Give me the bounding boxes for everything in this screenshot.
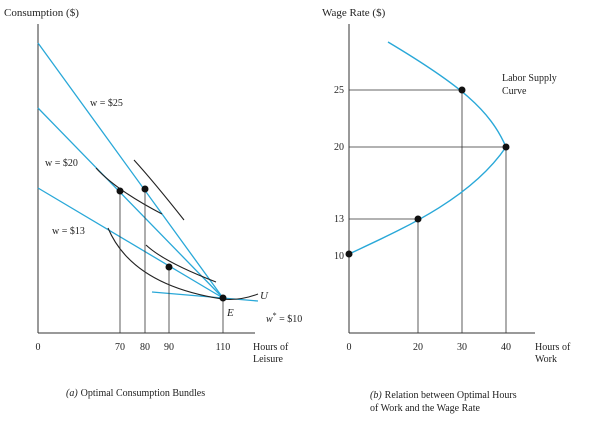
panel-b-x-tick-20: 20 (413, 342, 423, 353)
supply-point-w25 (458, 86, 466, 94)
budget-line-w10 (151, 291, 259, 302)
panel-a-y-axis-label: Consumption ($) (4, 7, 79, 19)
budget-label-w25: w = $25 (90, 98, 123, 109)
supply-point-w13 (414, 215, 422, 223)
panel-b-x-axis-label-line2: Work (535, 354, 557, 365)
budget-line-w25 (37, 42, 224, 299)
panel-a-caption: (a) Optimal Consumption Bundles (66, 388, 205, 399)
panel-a-x-tick-80: 80 (140, 342, 150, 353)
endowment-label: E (226, 307, 234, 319)
panel-b-caption-letter: (b) (370, 390, 382, 401)
panel-a-caption-text: Optimal Consumption Bundles (81, 388, 206, 399)
endowment-point (219, 294, 227, 302)
supply-point-w20 (502, 143, 510, 151)
indifference-curve-w13 (145, 244, 217, 283)
panel-b-caption-line2: of Work and the Wage Rate (370, 403, 480, 414)
budget-label-w10-sup: * (273, 311, 277, 320)
budget-label-w13: w = $13 (52, 226, 85, 237)
panel-a-x-tick-70: 70 (115, 342, 125, 353)
panel-a: Consumption ($) w = $25 w = $20 w = $13 … (4, 7, 302, 399)
panel-a-x-tick-110: 110 (216, 342, 231, 353)
optimum-point-w13 (165, 263, 173, 271)
panel-a-caption-letter: (a) (66, 388, 78, 399)
budget-line-w13 (37, 187, 224, 299)
budget-label-w10-value: = $10 (277, 314, 303, 325)
panel-a-x-axis-label-line2: Leisure (253, 354, 284, 365)
panel-b-x-tick-0: 0 (347, 342, 352, 353)
budget-label-w10-symbol: w (266, 314, 273, 325)
optimum-point-w25 (141, 185, 149, 193)
labor-supply-label-line2: Curve (502, 86, 527, 97)
panel-b-caption-line1: (b) Relation between Optimal Hours (370, 390, 517, 401)
supply-point-w10 (345, 250, 353, 258)
labor-supply-label-line1: Labor Supply (502, 73, 557, 84)
budget-label-w20: w = $20 (45, 158, 78, 169)
panel-b-y-tick-10: 10 (334, 251, 344, 262)
panel-b-caption-text-1: Relation between Optimal Hours (385, 390, 517, 401)
panel-b-x-axis-label-line1: Hours of (535, 342, 571, 353)
panel-b-y-tick-25: 25 (334, 85, 344, 96)
panel-b-x-tick-30: 30 (457, 342, 467, 353)
indifference-curve-w25 (133, 159, 185, 221)
indifference-curve-u (107, 227, 259, 300)
optimum-point-w20 (116, 187, 124, 195)
panel-b-y-axis-label: Wage Rate ($) (322, 7, 386, 19)
budget-label-w10: w* = $10 (266, 311, 302, 325)
indifference-curve-w20 (95, 167, 163, 215)
indifference-label-u: U (260, 290, 269, 302)
panel-a-x-axis-label-line1: Hours of (253, 342, 289, 353)
panel-b-y-tick-20: 20 (334, 142, 344, 153)
budget-line-w20 (37, 107, 224, 299)
panel-b: Wage Rate ($) 25 20 13 10 0 20 30 40 Hou… (322, 7, 571, 414)
panel-a-x-tick-0: 0 (36, 342, 41, 353)
panel-a-x-tick-90: 90 (164, 342, 174, 353)
panel-b-x-tick-40: 40 (501, 342, 511, 353)
labor-supply-curve (348, 41, 507, 255)
panel-b-y-tick-13: 13 (334, 214, 344, 225)
